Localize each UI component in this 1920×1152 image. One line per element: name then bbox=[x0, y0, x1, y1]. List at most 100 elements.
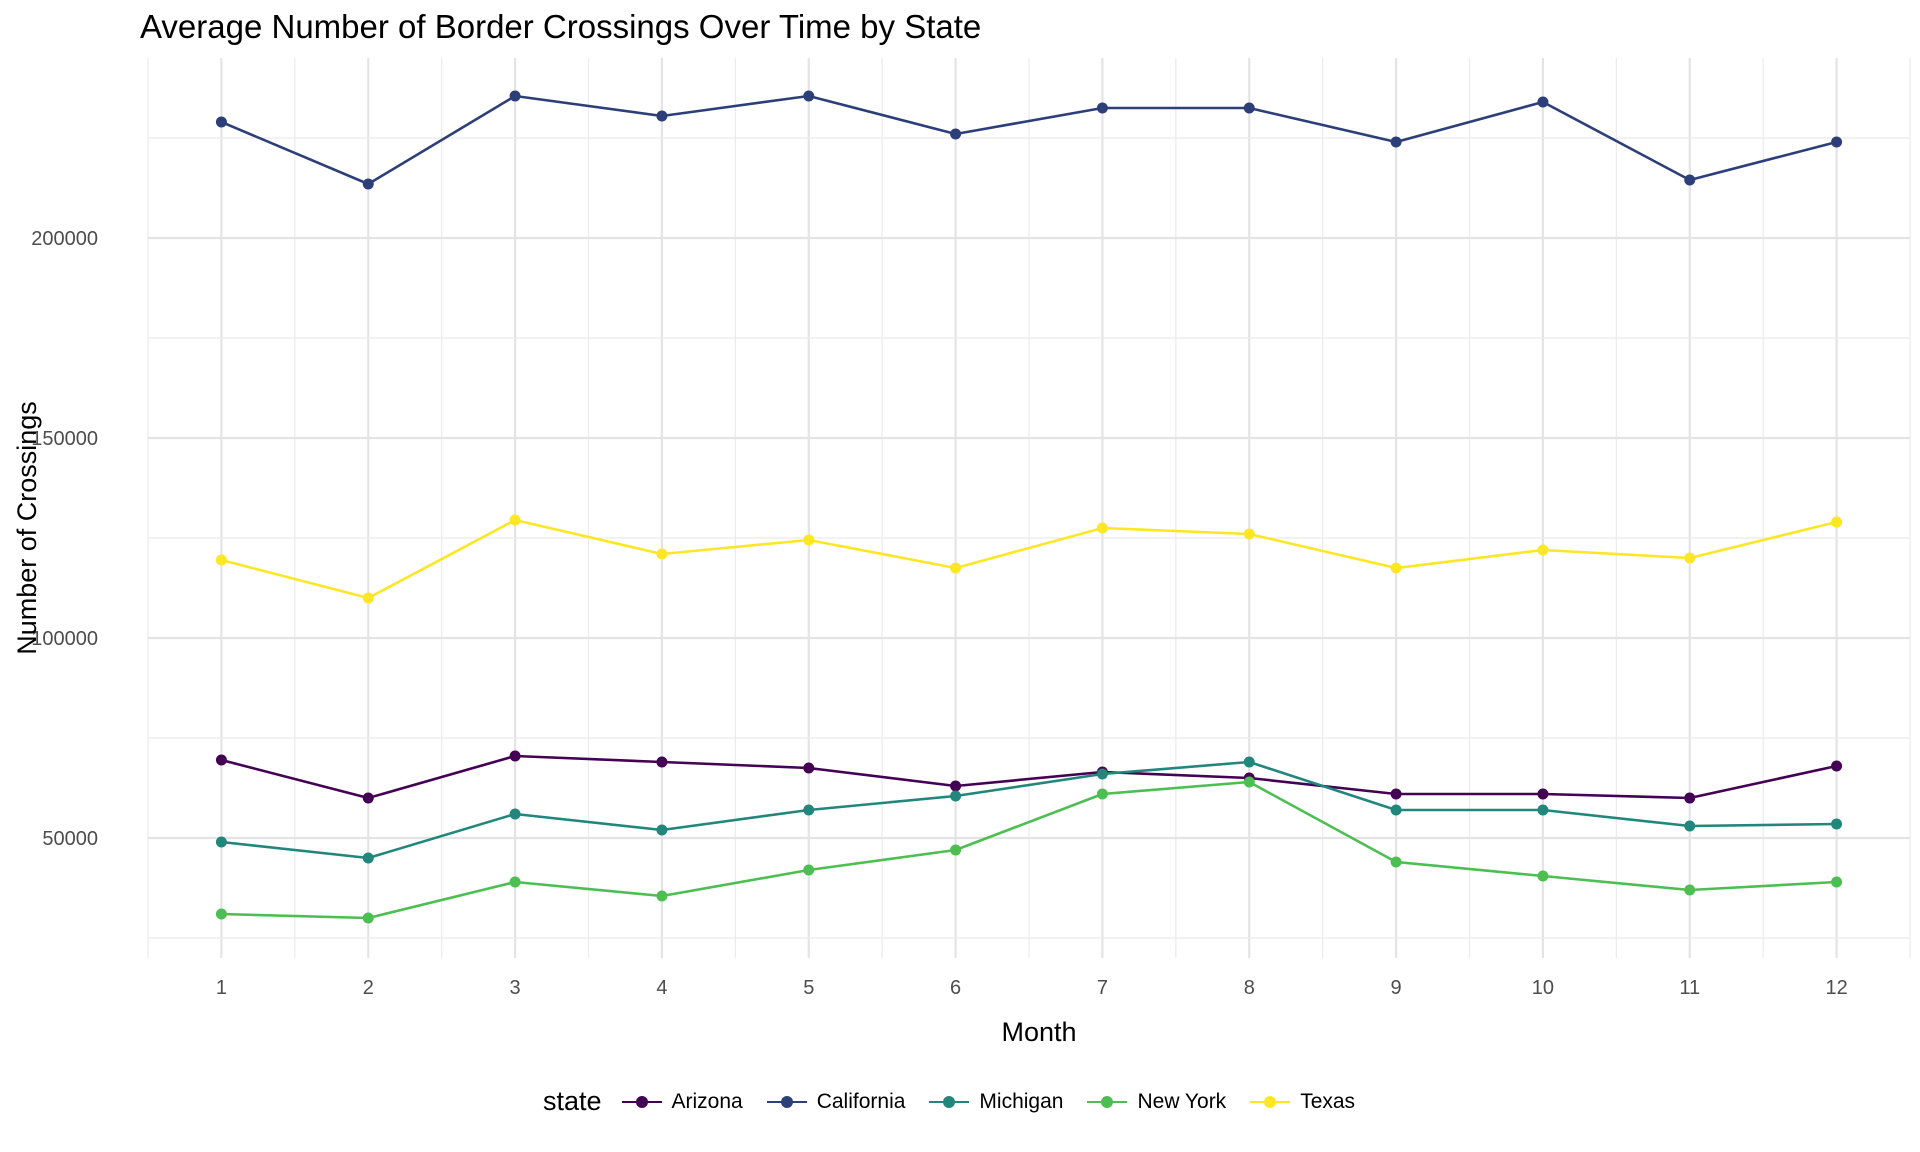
data-point-new-york bbox=[1684, 884, 1696, 896]
data-point-california bbox=[656, 110, 668, 122]
data-point-texas bbox=[803, 534, 815, 546]
legend-label: California bbox=[816, 1089, 906, 1113]
x-tick-label: 3 bbox=[510, 977, 521, 999]
data-point-california bbox=[803, 90, 815, 102]
legend-label: Michigan bbox=[979, 1089, 1064, 1113]
data-point-michigan bbox=[509, 808, 521, 820]
data-point-michigan bbox=[1684, 820, 1696, 832]
data-point-new-york bbox=[509, 876, 521, 888]
data-point-michigan bbox=[950, 790, 962, 802]
data-point-arizona bbox=[509, 750, 521, 762]
series-line-california bbox=[220, 94, 1837, 186]
data-point-texas bbox=[1684, 552, 1696, 564]
data-point-arizona bbox=[362, 792, 374, 804]
data-point-arizona bbox=[950, 780, 962, 792]
data-point-california bbox=[509, 90, 521, 102]
data-point-california bbox=[1390, 136, 1402, 148]
data-point-new-york bbox=[803, 864, 815, 876]
data-point-new-york bbox=[215, 908, 227, 920]
data-point-california bbox=[1096, 102, 1108, 114]
legend-label: New York bbox=[1137, 1089, 1227, 1113]
data-point-california bbox=[1684, 174, 1696, 186]
data-point-california bbox=[1537, 96, 1549, 108]
data-point-michigan bbox=[1390, 804, 1402, 816]
x-tick-label: 6 bbox=[950, 977, 961, 999]
legend-item-arizona: Arizona bbox=[620, 1090, 743, 1114]
x-tick-label: 1 bbox=[216, 977, 227, 999]
legend-key-california bbox=[765, 1092, 809, 1112]
data-point-arizona bbox=[1537, 788, 1549, 800]
data-point-california bbox=[215, 116, 227, 128]
x-tick-label: 8 bbox=[1244, 977, 1255, 999]
data-point-michigan bbox=[1831, 818, 1843, 830]
data-point-arizona bbox=[656, 756, 668, 768]
data-point-texas bbox=[1096, 522, 1108, 534]
data-point-michigan bbox=[1243, 756, 1255, 768]
y-tick-label: 50000 bbox=[42, 828, 98, 850]
data-point-texas bbox=[1537, 544, 1549, 556]
data-point-texas bbox=[950, 562, 962, 574]
data-point-michigan bbox=[1096, 768, 1108, 780]
data-point-arizona bbox=[1684, 792, 1696, 804]
data-point-new-york bbox=[1537, 870, 1549, 882]
data-point-michigan bbox=[215, 836, 227, 848]
data-point-california bbox=[1831, 136, 1843, 148]
legend: state Arizona California Michigan New York T… bbox=[0, 1086, 1920, 1117]
data-point-arizona bbox=[1831, 760, 1843, 772]
legend-item-michigan: Michigan bbox=[927, 1090, 1063, 1114]
y-tick-label: 200000 bbox=[31, 228, 98, 250]
data-point-new-york bbox=[656, 890, 668, 902]
y-axis-title: Number of Crossings bbox=[12, 401, 42, 655]
data-point-california bbox=[1243, 102, 1255, 114]
series-line-texas bbox=[221, 518, 1837, 600]
data-point-michigan bbox=[656, 824, 668, 836]
data-point-michigan bbox=[803, 804, 815, 816]
x-tick-label: 9 bbox=[1391, 977, 1402, 999]
x-tick-label: 11 bbox=[1679, 977, 1700, 999]
x-tick-label: 5 bbox=[803, 977, 814, 999]
x-tick-label: 4 bbox=[656, 977, 667, 999]
data-point-texas bbox=[362, 592, 374, 604]
grid bbox=[147, 58, 1911, 958]
series-line-arizona bbox=[221, 754, 1837, 800]
data-point-new-york bbox=[1243, 776, 1255, 788]
data-point-texas bbox=[656, 548, 668, 560]
data-point-new-york bbox=[1096, 788, 1108, 800]
chart-title: Average Number of Border Crossings Over … bbox=[140, 8, 982, 45]
series-line-michigan bbox=[221, 760, 1837, 860]
legend-item-texas: Texas bbox=[1248, 1090, 1355, 1114]
data-point-new-york bbox=[950, 844, 962, 856]
data-point-texas bbox=[509, 514, 521, 526]
x-tick-label: 2 bbox=[363, 977, 374, 999]
data-point-texas bbox=[215, 554, 227, 566]
data-point-new-york bbox=[362, 912, 374, 924]
x-tick-label: 10 bbox=[1532, 977, 1554, 999]
x-tick-label: 7 bbox=[1097, 977, 1108, 999]
legend-key-new-york bbox=[1085, 1092, 1129, 1112]
y-tick-label: 150000 bbox=[31, 428, 98, 450]
legend-item-new-york: New York bbox=[1085, 1090, 1226, 1114]
data-point-new-york bbox=[1390, 856, 1402, 868]
data-point-california bbox=[362, 178, 374, 190]
y-tick-label: 100000 bbox=[31, 628, 98, 650]
legend-key-michigan bbox=[927, 1092, 971, 1112]
data-point-texas bbox=[1831, 516, 1843, 528]
data-point-texas bbox=[1390, 562, 1402, 574]
legend-title: state bbox=[542, 1086, 602, 1116]
legend-label: Arizona bbox=[671, 1089, 743, 1113]
data-point-michigan bbox=[362, 852, 374, 864]
data-point-arizona bbox=[1390, 788, 1402, 800]
data-point-california bbox=[950, 128, 962, 140]
series-layer bbox=[215, 90, 1843, 924]
data-point-new-york bbox=[1831, 876, 1843, 888]
legend-key-arizona bbox=[620, 1092, 664, 1112]
x-tick-label: 12 bbox=[1825, 977, 1847, 999]
data-point-texas bbox=[1243, 528, 1255, 540]
legend-label: Texas bbox=[1300, 1089, 1356, 1113]
legend-key-texas bbox=[1248, 1092, 1292, 1112]
x-axis-title: Month bbox=[1001, 1017, 1076, 1047]
series-line-new-york bbox=[221, 780, 1837, 920]
data-point-michigan bbox=[1537, 804, 1549, 816]
